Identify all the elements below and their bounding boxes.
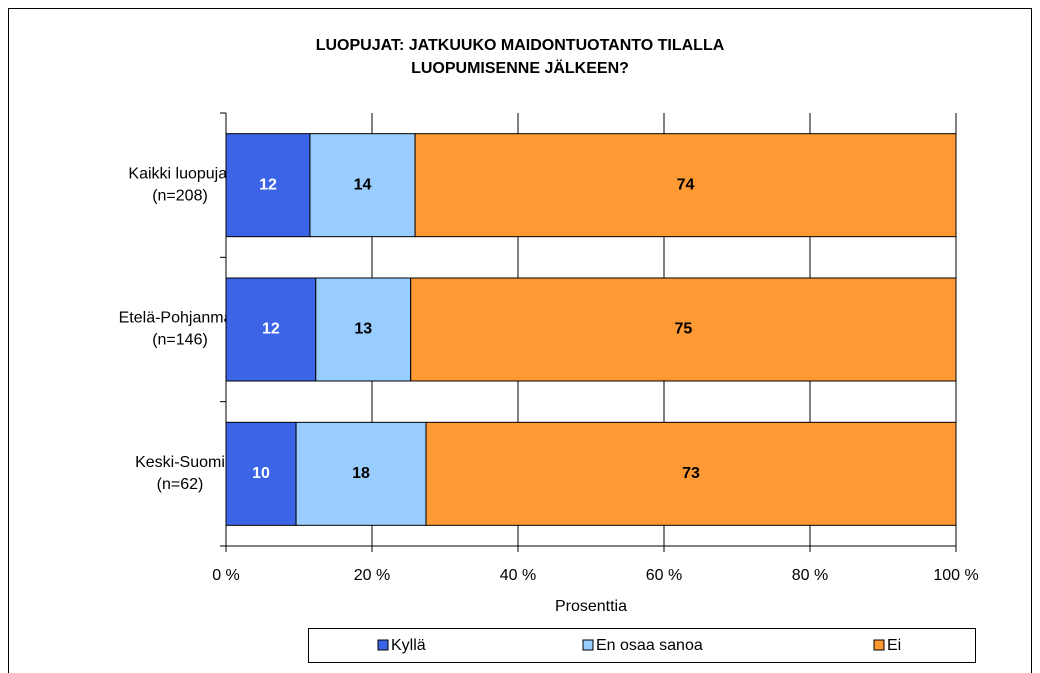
data-label: 75 <box>674 321 692 338</box>
data-label: 74 <box>677 176 695 193</box>
bar <box>414 133 957 238</box>
bar <box>315 277 412 382</box>
chart-title: LUOPUJAT: JATKUUKO MAIDONTUOTANTO TILALL… <box>316 37 725 54</box>
bar <box>225 421 297 526</box>
x-tick-label: 0 % <box>212 567 240 584</box>
y-tick-label: (n=146) <box>152 332 208 349</box>
legend-label: Ei <box>887 637 901 654</box>
x-tick-label: 40 % <box>500 567 536 584</box>
data-label: 14 <box>354 176 372 193</box>
legend-swatch <box>377 639 389 651</box>
data-label: 12 <box>262 321 280 338</box>
bar <box>425 421 957 526</box>
data-label: 10 <box>252 465 270 482</box>
bar <box>225 133 311 238</box>
chart-title: LUOPUMISENNE JÄLKEEN? <box>411 59 629 77</box>
legend-swatch <box>873 639 885 651</box>
data-label: 73 <box>682 465 700 482</box>
data-label: 12 <box>259 176 277 193</box>
bar <box>309 133 416 238</box>
bar <box>225 277 317 382</box>
y-tick-label: (n=208) <box>152 187 208 204</box>
legend-label: En osaa sanoa <box>596 637 703 654</box>
legend-label: Kyllä <box>391 637 426 654</box>
legend <box>308 628 976 663</box>
x-tick-label: 20 % <box>354 567 390 584</box>
y-tick-label: Etelä-Pohjanmaa <box>119 310 242 327</box>
data-label: 13 <box>354 321 372 338</box>
data-label: 18 <box>352 465 370 482</box>
x-tick-label: 60 % <box>646 567 682 584</box>
x-axis-label: Prosenttia <box>555 598 627 615</box>
y-tick-label: Kaikki luopujat <box>128 165 232 182</box>
x-tick-label: 100 % <box>933 567 978 584</box>
y-tick-label: Keski-Suomi <box>135 454 225 471</box>
y-tick-label: (n=62) <box>157 476 204 493</box>
x-tick-label: 80 % <box>792 567 828 584</box>
legend-swatch <box>582 639 594 651</box>
bar <box>410 277 957 382</box>
